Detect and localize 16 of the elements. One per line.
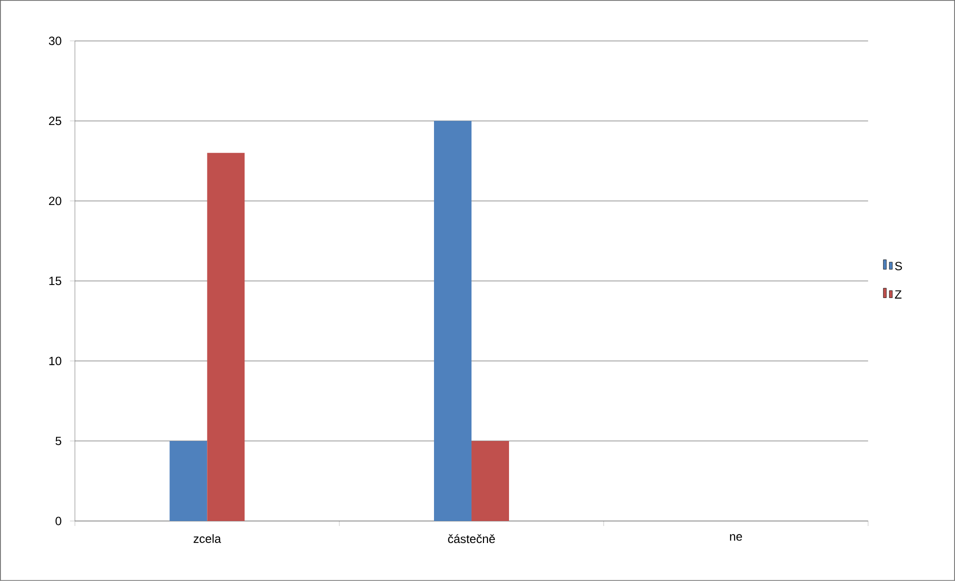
y-tick-label: 5	[56, 436, 62, 446]
x-tick-label: ne	[730, 534, 742, 541]
legend-label: Z	[894, 290, 902, 299]
x-tick-label: částečně	[448, 534, 495, 544]
y-tick-label: 10	[49, 356, 62, 366]
legend-label: S	[895, 262, 902, 270]
x-tick-label: zcela	[194, 534, 222, 544]
y-tick-label: 30	[48, 36, 62, 46]
y-tick-label: 25	[49, 116, 62, 126]
bar	[170, 441, 208, 522]
bar	[434, 120, 472, 522]
y-tick-label: 20	[49, 196, 62, 206]
bar	[472, 441, 510, 522]
bar	[207, 152, 245, 522]
y-tick-label: 0	[56, 516, 62, 526]
y-tick-label: 15	[49, 276, 62, 286]
